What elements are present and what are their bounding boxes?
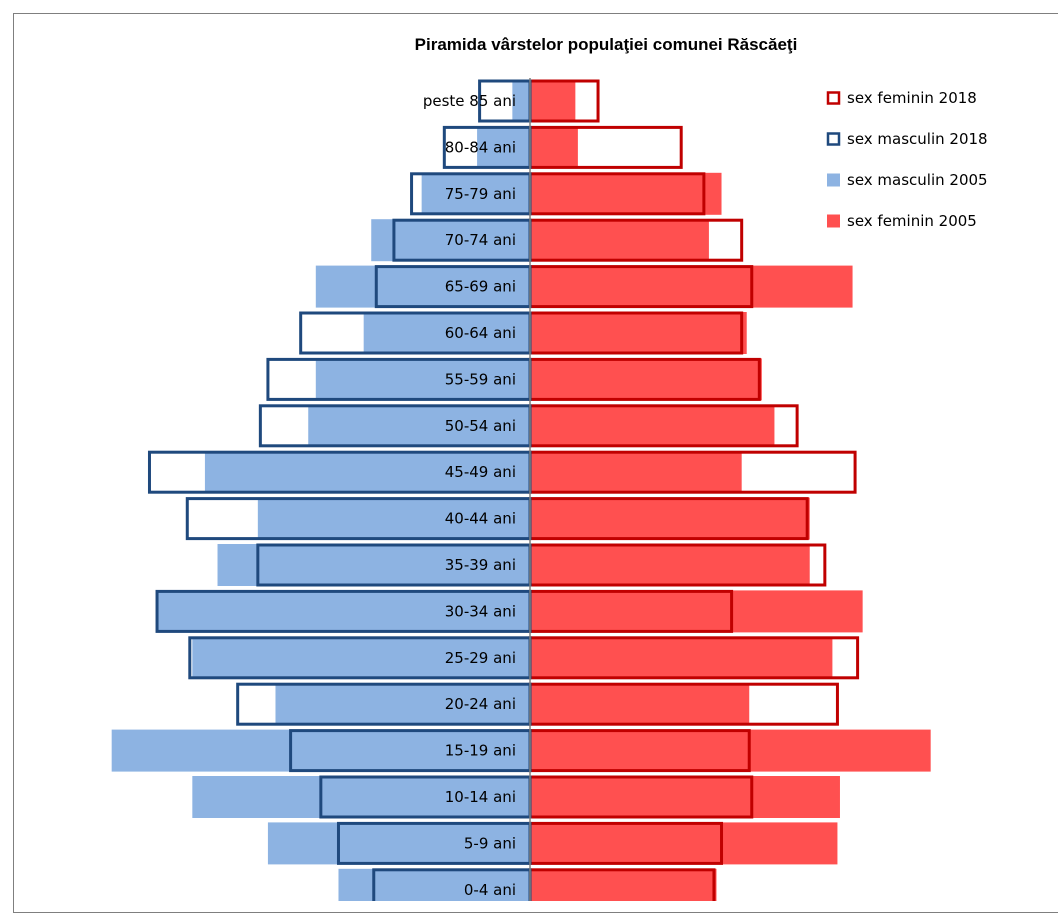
bar-sex-feminin-2005 <box>530 776 840 818</box>
legend-label: sex feminin 2005 <box>847 212 977 230</box>
bar-sex-masculin-2005 <box>512 80 530 122</box>
category-label: 15-19 ani <box>445 742 516 760</box>
legend-marker <box>826 91 841 105</box>
series-feminin-2005 <box>530 80 931 901</box>
category-label: 10-14 ani <box>445 788 516 806</box>
category-label: 5-9 ani <box>464 834 516 852</box>
legend-marker <box>827 214 840 228</box>
category-label: 25-29 ani <box>445 649 516 667</box>
bar-sex-masculin-2005 <box>257 497 530 540</box>
bar-sex-masculin-2005 <box>338 868 530 901</box>
category-label: 55-59 ani <box>445 370 516 388</box>
legend-marker <box>827 173 840 187</box>
category-label: 80-84 ani <box>445 138 516 156</box>
bar-sex-feminin-2005 <box>530 590 863 633</box>
bar-sex-masculin-2005 <box>363 312 530 354</box>
category-label: 50-54 ani <box>445 417 516 435</box>
bar-sex-feminin-2005 <box>530 544 810 586</box>
bar-sex-masculin-2005 <box>308 404 530 447</box>
bar-sex-masculin-2005 <box>111 729 531 772</box>
category-label: 35-39 ani <box>445 556 516 574</box>
bar-sex-feminin-2005 <box>530 868 717 901</box>
bar-sex-masculin-2005 <box>315 358 530 401</box>
bar-sex-masculin-2005 <box>371 219 530 262</box>
bar-sex-masculin-2005 <box>192 776 530 818</box>
bar-sex-feminin-2005 <box>530 497 810 540</box>
category-label: 30-34 ani <box>445 602 516 620</box>
legend-marker <box>826 132 841 146</box>
bar-sex-feminin-2005 <box>530 683 750 726</box>
chart-title: Piramida vârstelor populaţiei comunei Ră… <box>415 35 798 54</box>
bar-sex-feminin-2005 <box>530 636 833 679</box>
series-masculin-2018 <box>147 79 532 901</box>
bar-sex-feminin-2005 <box>530 219 709 262</box>
bar-sex-masculin-2005 <box>267 822 530 865</box>
category-label: 75-79 ani <box>445 185 516 203</box>
category-label: 45-49 ani <box>445 463 516 481</box>
bar-sex-masculin-2005 <box>477 126 530 169</box>
legend: sex feminin 2018 sex masculin 2018 sex mas… <box>826 89 988 230</box>
bar-sex-feminin-2005 <box>530 451 742 494</box>
category-label: 40-44 ani <box>445 510 516 528</box>
bar-sex-masculin-2005 <box>315 265 530 308</box>
bar-sex-feminin-2005 <box>530 172 722 215</box>
bar-sex-feminin-2005 <box>530 265 853 308</box>
bar-sex-feminin-2005 <box>530 80 576 122</box>
chart-frame: Piramida vârstelor populaţiei comunei Ră… <box>13 13 1058 913</box>
bar-sex-feminin-2005 <box>530 126 578 169</box>
bar-sex-masculin-2005 <box>421 172 530 215</box>
category-labels: peste 85 ani 80-84 ani 75-79 ani 70-74 ani 6… <box>423 92 516 899</box>
category-label: 60-64 ani <box>445 324 516 342</box>
bar-sex-feminin-2005 <box>530 822 838 865</box>
category-label: 0-4 ani <box>464 881 516 899</box>
bar-sex-masculin-2005 <box>157 590 531 633</box>
category-label: peste 85 ani <box>423 92 516 110</box>
bar-sex-feminin-2005 <box>530 358 762 401</box>
series-masculin-2005 <box>111 80 531 901</box>
legend-label: sex feminin 2018 <box>847 89 977 107</box>
legend-label: sex masculin 2018 <box>847 130 988 148</box>
population-pyramid-chart: Piramida vârstelor populaţiei comunei Ră… <box>111 35 988 901</box>
category-label: 65-69 ani <box>445 278 516 296</box>
bar-sex-feminin-2005 <box>530 404 775 447</box>
bar-sex-feminin-2005 <box>530 729 931 772</box>
legend-label: sex masculin 2005 <box>847 171 988 189</box>
category-label: 20-24 ani <box>445 695 516 713</box>
bar-sex-masculin-2005 <box>204 451 531 494</box>
bar-sex-masculin-2005 <box>192 636 530 679</box>
bar-sex-feminin-2005 <box>530 312 747 354</box>
bar-sex-masculin-2005 <box>275 683 530 726</box>
category-label: 70-74 ani <box>445 231 516 249</box>
bar-sex-masculin-2005 <box>217 544 530 586</box>
